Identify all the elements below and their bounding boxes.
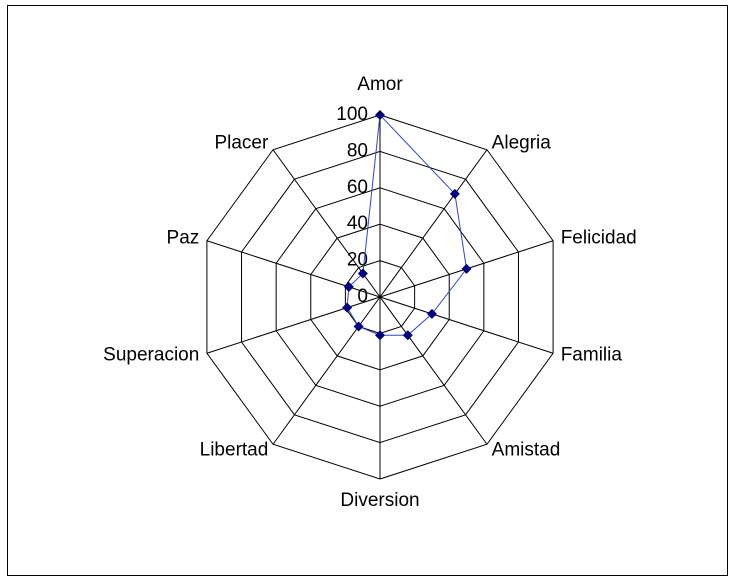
chart-frame [7,5,728,576]
category-label: Paz [167,227,200,248]
marker [357,268,368,279]
spoke [379,296,488,445]
r-tick-label: 0 [357,286,368,307]
r-tick-label: 100 [336,104,368,125]
category-label: Superacion [103,345,199,366]
category-label: Familia [561,345,623,366]
marker [375,330,385,341]
spoke [272,296,381,445]
marker [426,308,437,319]
marker [375,110,385,120]
category-label: Felicidad [561,227,637,248]
marker [402,330,413,341]
marker [449,188,460,199]
marker [342,302,353,313]
category-label: Placer [214,132,269,153]
spoke [379,149,488,298]
r-tick-label: 20 [347,250,368,271]
spoke [379,296,554,354]
category-label: Diversion [340,490,419,511]
marker [343,281,354,292]
category-label: Alegria [492,132,552,153]
category-label: Amor [357,74,403,95]
r-tick-label: 60 [347,177,368,198]
r-tick-label: 40 [347,213,368,234]
category-label: Libertad [200,440,269,461]
marker [353,321,364,332]
r-tick-label: 80 [347,140,368,161]
category-label: Amistad [492,440,561,461]
marker [461,263,472,274]
spoke [206,296,381,354]
